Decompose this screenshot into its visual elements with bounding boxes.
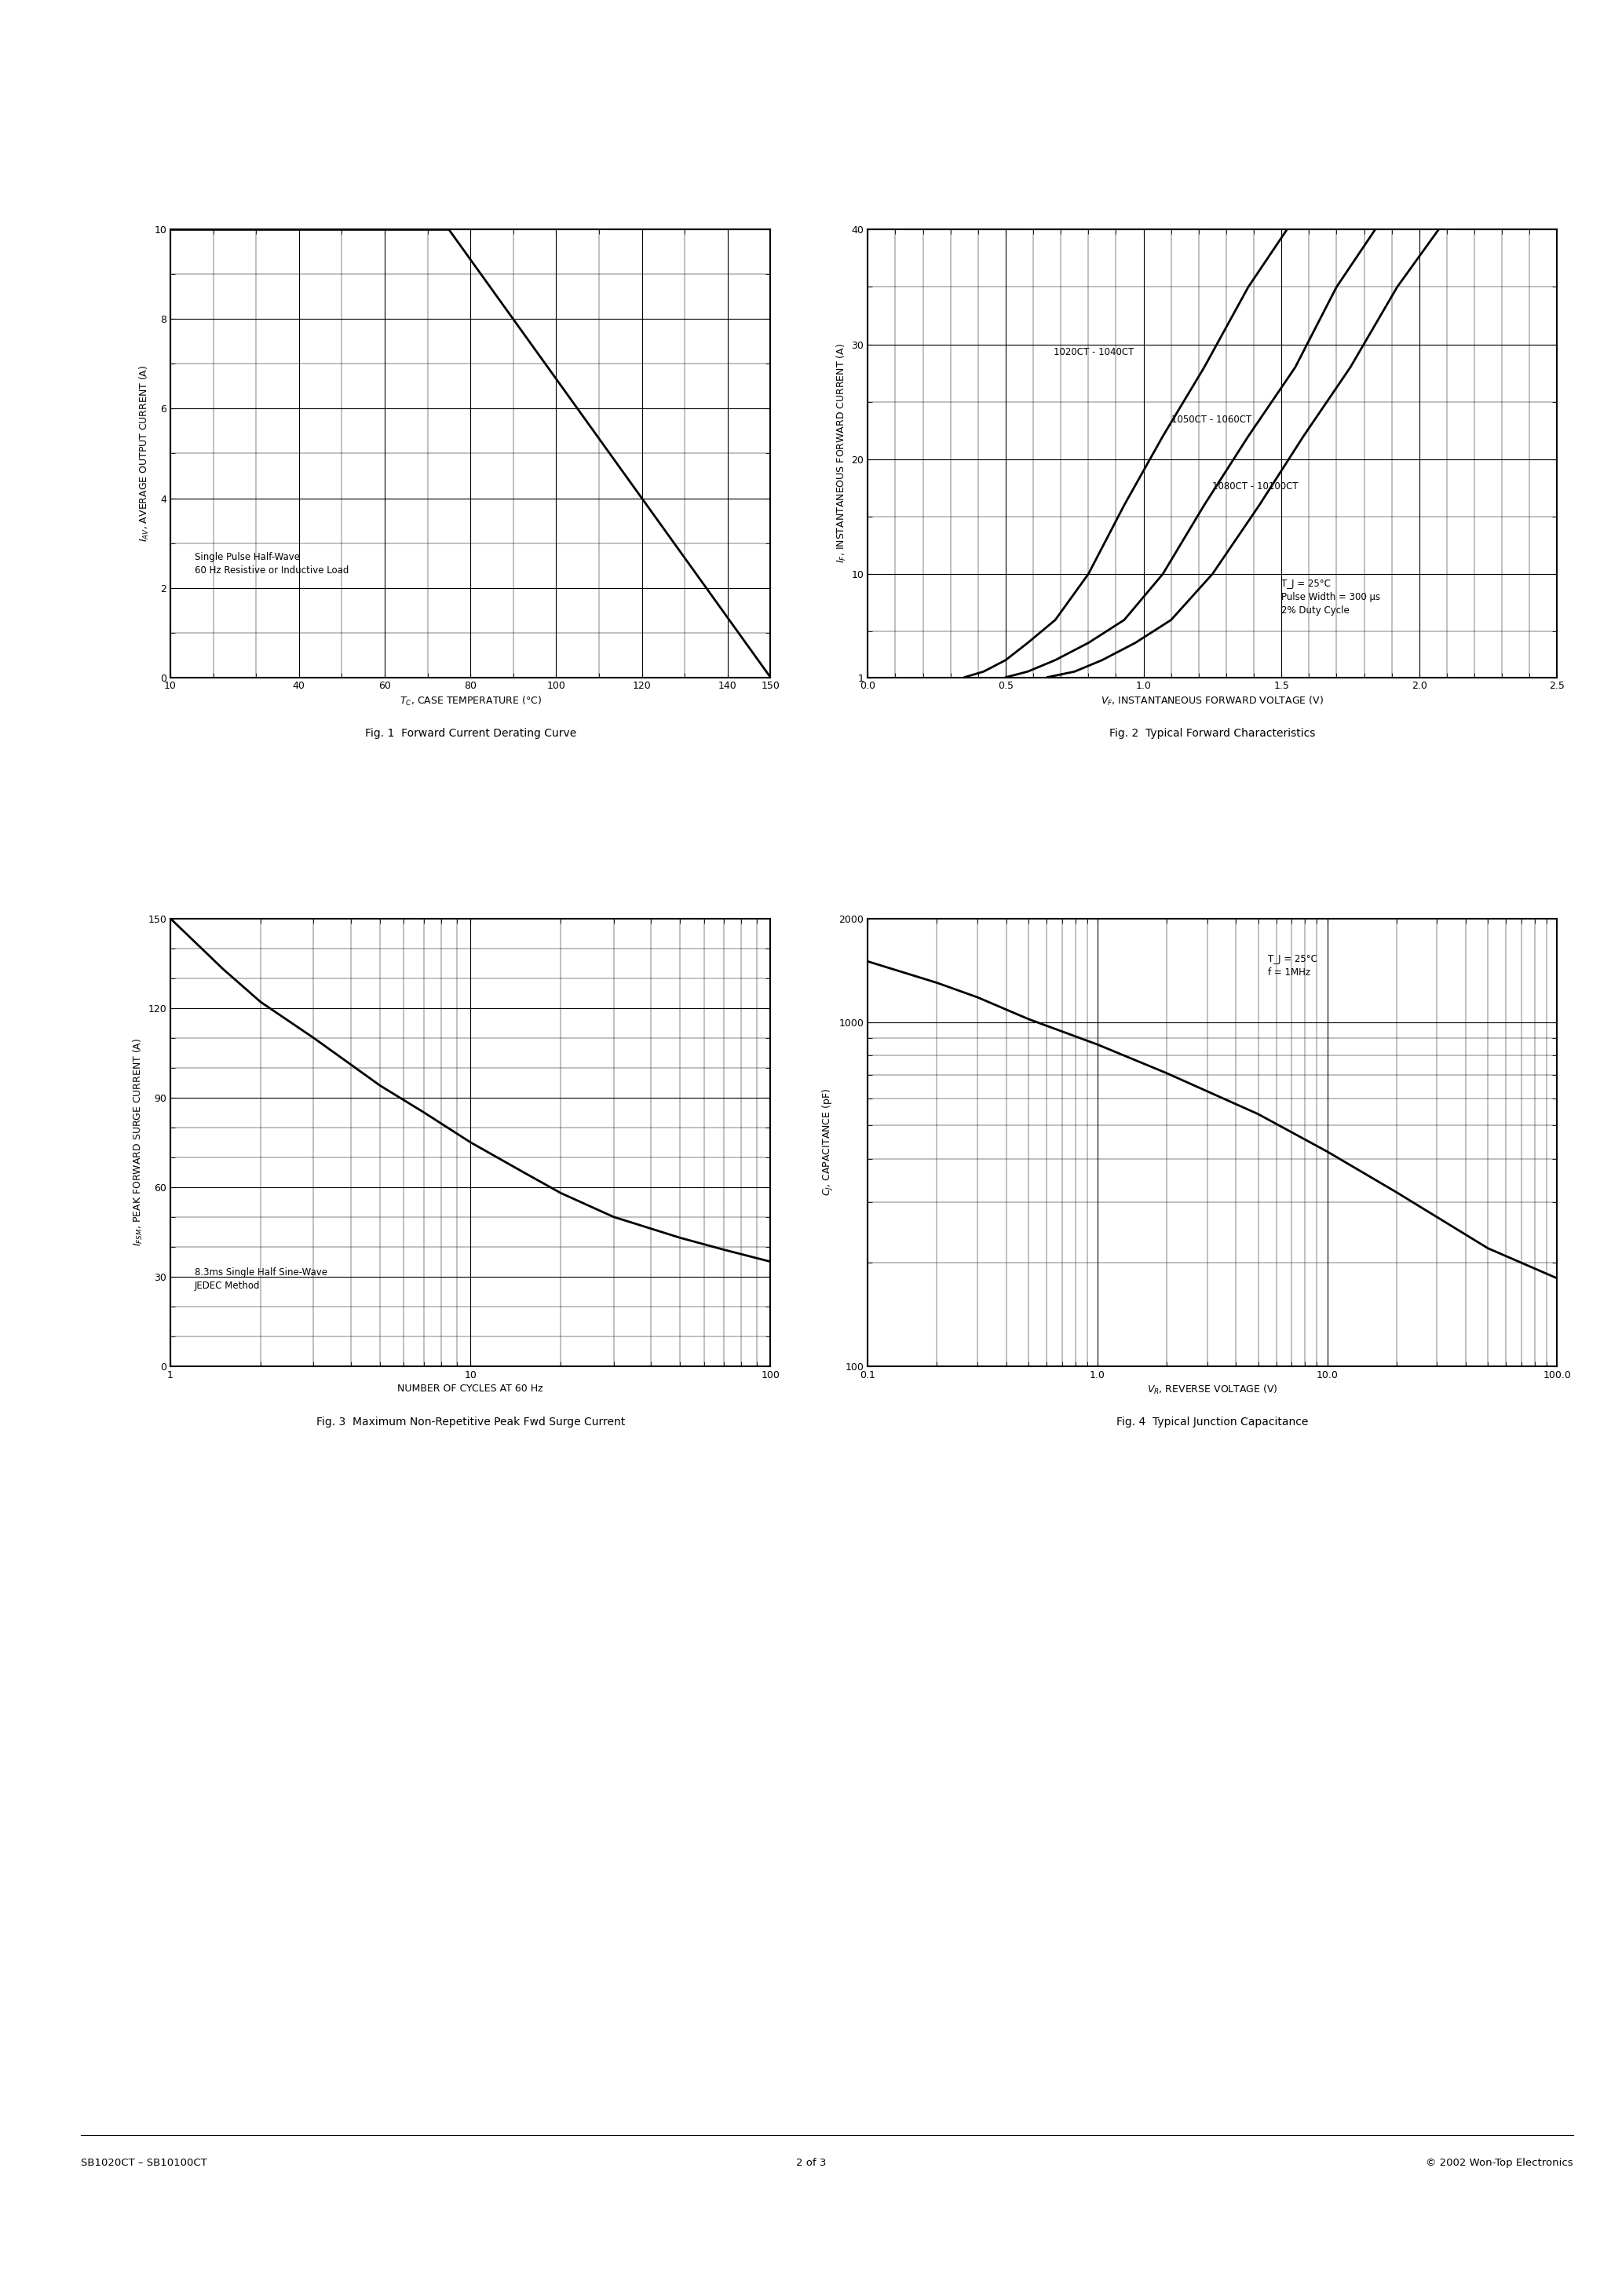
Text: Single Pulse Half-Wave
60 Hz Resistive or Inductive Load: Single Pulse Half-Wave 60 Hz Resistive o…	[195, 551, 349, 576]
X-axis label: NUMBER OF CYCLES AT 60 Hz: NUMBER OF CYCLES AT 60 Hz	[397, 1384, 543, 1394]
Text: T_J = 25°C
f = 1MHz: T_J = 25°C f = 1MHz	[1268, 955, 1317, 978]
Text: 8.3ms Single Half Sine-Wave
JEDEC Method: 8.3ms Single Half Sine-Wave JEDEC Method	[195, 1267, 328, 1290]
Y-axis label: $I_{FSM}$, PEAK FORWARD SURGE CURRENT (A): $I_{FSM}$, PEAK FORWARD SURGE CURRENT (A…	[131, 1038, 144, 1247]
X-axis label: $V_F$, INSTANTANEOUS FORWARD VOLTAGE (V): $V_F$, INSTANTANEOUS FORWARD VOLTAGE (V)	[1101, 696, 1324, 707]
Text: © 2002 Won-Top Electronics: © 2002 Won-Top Electronics	[1426, 2158, 1573, 2167]
Text: Fig. 3  Maximum Non-Repetitive Peak Fwd Surge Current: Fig. 3 Maximum Non-Repetitive Peak Fwd S…	[316, 1417, 624, 1428]
Y-axis label: $C_J$, CAPACITANCE (pF): $C_J$, CAPACITANCE (pF)	[821, 1088, 835, 1196]
X-axis label: $V_R$, REVERSE VOLTAGE (V): $V_R$, REVERSE VOLTAGE (V)	[1147, 1384, 1278, 1396]
X-axis label: $T_C$, CASE TEMPERATURE (°C): $T_C$, CASE TEMPERATURE (°C)	[399, 696, 542, 707]
Text: 1020CT - 1040CT: 1020CT - 1040CT	[1054, 347, 1134, 358]
Text: T_J = 25°C
Pulse Width = 300 μs
2% Duty Cycle: T_J = 25°C Pulse Width = 300 μs 2% Duty …	[1281, 579, 1380, 615]
Text: 1050CT - 1060CT: 1050CT - 1060CT	[1171, 413, 1251, 425]
Text: Fig. 4  Typical Junction Capacitance: Fig. 4 Typical Junction Capacitance	[1116, 1417, 1309, 1428]
Text: SB1020CT – SB10100CT: SB1020CT – SB10100CT	[81, 2158, 208, 2167]
Text: Fig. 1  Forward Current Derating Curve: Fig. 1 Forward Current Derating Curve	[365, 728, 576, 739]
Text: 1080CT - 10100CT: 1080CT - 10100CT	[1213, 482, 1299, 491]
Y-axis label: $I_F$, INSTANTANEOUS FORWARD CURRENT (A): $I_F$, INSTANTANEOUS FORWARD CURRENT (A)	[835, 344, 848, 563]
Text: 2 of 3: 2 of 3	[796, 2158, 826, 2167]
Text: Fig. 2  Typical Forward Characteristics: Fig. 2 Typical Forward Characteristics	[1109, 728, 1315, 739]
Y-axis label: $I_{AV}$, AVERAGE OUTPUT CURRENT (A): $I_{AV}$, AVERAGE OUTPUT CURRENT (A)	[138, 365, 151, 542]
